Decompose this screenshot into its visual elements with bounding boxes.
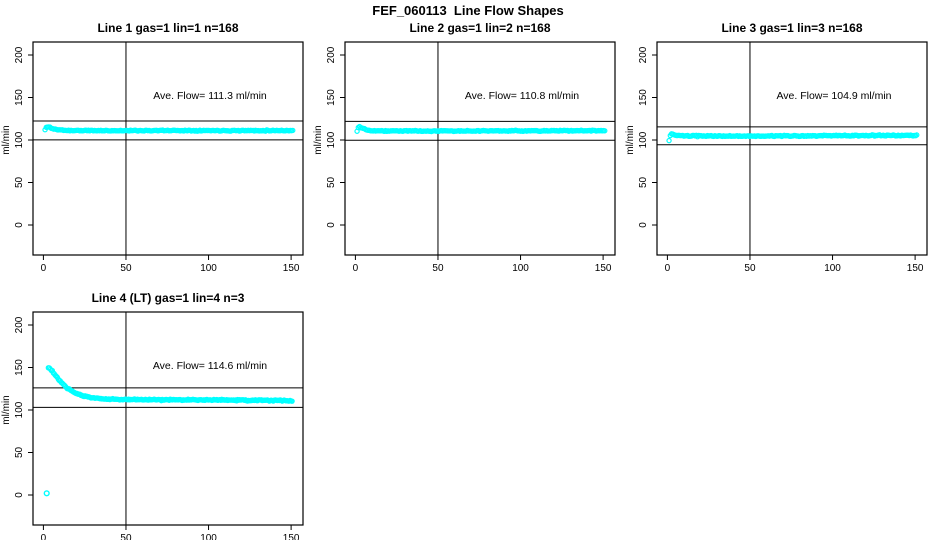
axes: 0 50 100 150 0 50 100 150 200 ml/min — [625, 46, 924, 274]
y-tick-label: 100 — [638, 131, 649, 148]
subplot-title: Line 3 gas=1 lin=3 n=168 — [721, 21, 862, 35]
x-tick-label: 0 — [41, 263, 47, 274]
plot-box — [32, 41, 304, 256]
y-tick-label: 50 — [14, 176, 25, 188]
data-point — [602, 128, 608, 134]
x-tick-label: 50 — [120, 263, 132, 274]
y-tick-label: 200 — [14, 316, 25, 333]
data-point — [290, 127, 296, 134]
x-tick-label: 100 — [200, 263, 217, 274]
x-tick-label: 100 — [512, 263, 529, 274]
y-tick-label: 150 — [14, 359, 25, 376]
axes: 0 50 100 150 0 50 100 150 200 ml/min — [1, 316, 300, 540]
chart-line-1: Line 1 gas=1 lin=1 n=168 0 50 100 150 0 50 100 1… — [1, 21, 304, 274]
plot-box — [344, 41, 616, 256]
y-tick-label: 100 — [326, 131, 337, 148]
y-tick-label: 150 — [638, 89, 649, 106]
data-points — [42, 124, 296, 134]
y-tick-label: 50 — [14, 446, 25, 458]
subplot-title: Line 2 gas=1 lin=2 n=168 — [409, 21, 550, 35]
outlier-point — [43, 490, 50, 497]
subplot-line-3: Line 3 gas=1 lin=3 n=168 0 50 100 150 0 50 100 1… — [624, 18, 936, 288]
subplot-title: Line 1 gas=1 lin=1 n=168 — [97, 21, 238, 35]
data-point — [914, 132, 920, 138]
y-tick-label: 0 — [638, 222, 649, 228]
subplot-line-4: Line 4 (LT) gas=1 lin=4 n=3 0 50 100 150 0 50 1… — [0, 288, 312, 540]
y-axis-label: ml/min — [313, 125, 324, 154]
data-point — [289, 398, 295, 404]
y-tick-label: 50 — [326, 176, 337, 188]
x-tick-label: 50 — [744, 263, 756, 274]
x-tick-label: 150 — [595, 263, 612, 274]
reference-lines — [657, 42, 927, 255]
x-tick-label: 150 — [283, 263, 300, 274]
data-point — [666, 137, 672, 144]
data-points — [354, 123, 608, 135]
subplot-line-2: Line 2 gas=1 lin=2 n=168 0 50 100 150 0 50 100 1… — [312, 18, 624, 288]
plot-box — [32, 311, 304, 526]
y-tick-label: 200 — [14, 46, 25, 63]
x-tick-label: 150 — [907, 263, 924, 274]
reference-lines — [33, 312, 303, 525]
y-axis-label: ml/min — [625, 125, 636, 154]
reference-lines — [345, 42, 615, 255]
y-tick-label: 100 — [14, 131, 25, 148]
y-axis-label: ml/min — [1, 395, 12, 424]
x-tick-label: 150 — [283, 533, 300, 540]
x-tick-label: 50 — [432, 263, 444, 274]
data-points — [666, 131, 920, 144]
x-tick-label: 50 — [120, 533, 132, 540]
chart-line-4: Line 4 (LT) gas=1 lin=4 n=3 0 50 100 150 0 50 1… — [1, 291, 304, 540]
y-tick-label: 200 — [638, 46, 649, 63]
subplot-title: Line 4 (LT) gas=1 lin=4 n=3 — [92, 291, 245, 305]
y-tick-label: 50 — [638, 176, 649, 188]
y-tick-label: 150 — [326, 89, 337, 106]
ave-flow-annotation: Ave. Flow= 110.8 ml/min — [465, 90, 579, 102]
reference-lines — [33, 42, 303, 255]
ave-flow-annotation: Ave. Flow= 114.6 ml/min — [153, 360, 267, 372]
ave-flow-annotation: Ave. Flow= 104.9 ml/min — [776, 90, 891, 102]
chart-line-3: Line 3 gas=1 lin=3 n=168 0 50 100 150 0 50 100 1… — [625, 21, 928, 274]
x-tick-label: 0 — [665, 263, 671, 274]
y-tick-label: 0 — [326, 222, 337, 228]
axes: 0 50 100 150 0 50 100 150 200 ml/min — [1, 46, 300, 274]
y-axis-label: ml/min — [1, 125, 12, 154]
y-tick-label: 100 — [14, 401, 25, 418]
axes: 0 50 100 150 0 50 100 150 200 ml/min — [313, 46, 612, 274]
x-tick-label: 100 — [200, 533, 217, 540]
y-tick-label: 0 — [14, 492, 25, 498]
y-tick-label: 200 — [326, 46, 337, 63]
subplot-line-1: Line 1 gas=1 lin=1 n=168 0 50 100 150 0 50 100 1… — [0, 18, 312, 288]
plot-box — [656, 41, 928, 256]
figure-title: FEF_060113 Line Flow Shapes — [372, 3, 564, 18]
data-points — [43, 365, 295, 497]
ave-flow-annotation: Ave. Flow= 111.3 ml/min — [153, 90, 267, 102]
y-tick-label: 150 — [14, 89, 25, 106]
y-tick-label: 0 — [14, 222, 25, 228]
chart-line-2: Line 2 gas=1 lin=2 n=168 0 50 100 150 0 50 100 1… — [313, 21, 616, 274]
x-tick-label: 0 — [41, 533, 47, 540]
x-tick-label: 100 — [824, 263, 841, 274]
x-tick-label: 0 — [353, 263, 359, 274]
